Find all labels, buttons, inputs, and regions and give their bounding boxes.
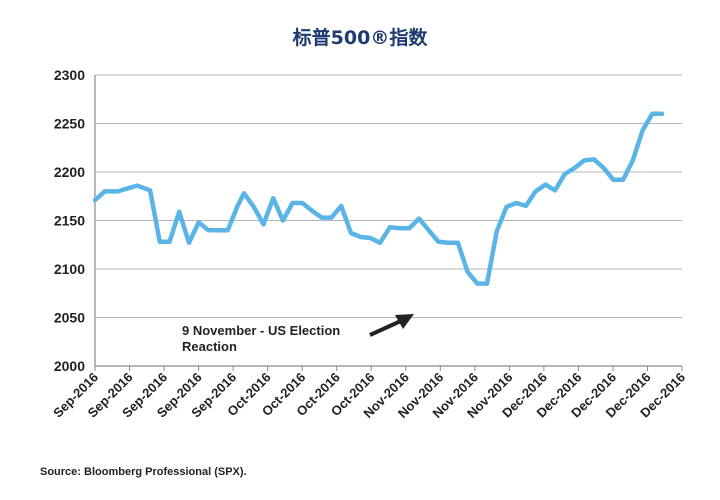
- series-line-spx: [92, 111, 665, 286]
- series: [92, 111, 665, 286]
- gridlines: [94, 74, 682, 367]
- y-tick-label: 2050: [54, 310, 85, 326]
- y-tick-label: 2200: [54, 164, 85, 180]
- chart-title: 标普500®指数: [293, 26, 429, 49]
- y-tick-label: 2250: [54, 116, 85, 132]
- x-axis-ticks: Sep-2016Sep-2016Sep-2016Sep-2016Sep-2016…: [50, 366, 688, 421]
- y-tick-label: 2100: [54, 261, 85, 277]
- annotation: 9 November - US Election Reaction: [182, 314, 414, 354]
- source-note: Source: Bloomberg Professional (SPX).: [40, 466, 247, 478]
- y-axis-ticks: 2000 2050 2100 2150 2200 2250 2300: [54, 67, 85, 374]
- y-tick-label: 2300: [54, 67, 85, 83]
- annotation-line-2: Reaction: [182, 339, 237, 354]
- annotation-line-1: 9 November - US Election: [182, 323, 340, 338]
- y-tick-label: 2150: [54, 213, 85, 229]
- annotation-arrow-head: [395, 314, 414, 329]
- annotation-arrow-shaft: [369, 318, 404, 337]
- y-tick-label: 2000: [54, 358, 85, 374]
